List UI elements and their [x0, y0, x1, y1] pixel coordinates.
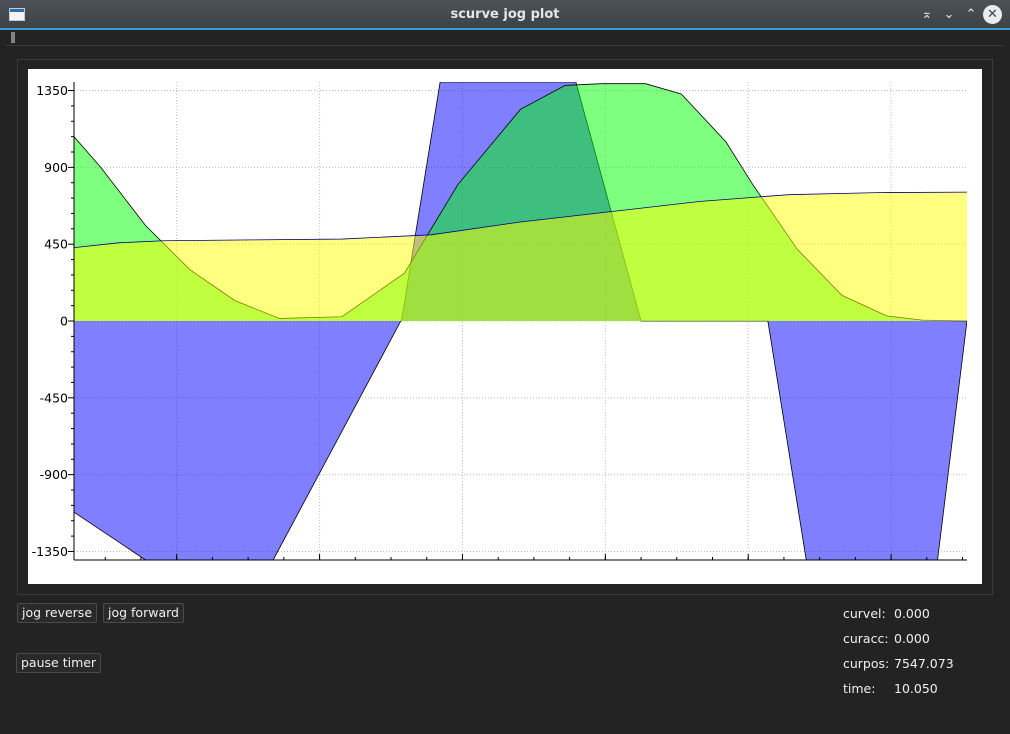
- minimize-icon[interactable]: ⌄: [943, 7, 955, 22]
- y-tick-label: 450: [44, 237, 68, 252]
- maximize-icon[interactable]: ⌃: [965, 7, 977, 22]
- app-icon[interactable]: [9, 8, 25, 21]
- pause-timer-button[interactable]: pause timer: [16, 653, 102, 673]
- title-bar[interactable]: scurve jog plot ⌅ ⌄ ⌃ ✕: [0, 0, 1010, 30]
- series-line-2: [74, 191, 967, 248]
- keep-above-icon[interactable]: ⌅: [921, 7, 933, 22]
- y-tick-label: -450: [40, 390, 68, 405]
- axis-layer: 1350 900 450 0 -450 -900 -1350: [32, 82, 967, 561]
- curpos-value: 7547.073: [894, 656, 954, 671]
- jog-forward-button[interactable]: jog forward: [103, 603, 184, 623]
- y-tick-label: -1350: [32, 544, 68, 559]
- y-tick-label: 900: [44, 160, 68, 175]
- chart-svg: 1350 900 450 0 -450 -900 -1350: [32, 82, 967, 561]
- y-tick-label: 1350: [36, 83, 68, 98]
- window-title: scurve jog plot: [450, 7, 560, 22]
- jog-reverse-button[interactable]: jog reverse: [17, 603, 98, 623]
- close-icon[interactable]: ✕: [983, 5, 1002, 24]
- series-layer: [74, 82, 967, 560]
- time-value: 10.050: [894, 681, 938, 696]
- y-tick-label: 0: [60, 314, 68, 329]
- toolbar-grip-handle[interactable]: [11, 32, 15, 43]
- toolbar: [5, 30, 1005, 46]
- curvel-value: 0.000: [894, 606, 930, 621]
- series-area-2: [74, 192, 967, 321]
- curacc-value: 0.000: [894, 631, 930, 646]
- plot-frame: [17, 59, 993, 595]
- y-tick-label: -900: [40, 467, 68, 482]
- plot-area: 1350 900 450 0 -450 -900 -1350: [28, 69, 982, 584]
- curpos-label: curpos:: [843, 656, 890, 671]
- curacc-label: curacc:: [843, 631, 889, 646]
- time-label: time:: [843, 681, 876, 696]
- curvel-label: curvel:: [843, 606, 886, 621]
